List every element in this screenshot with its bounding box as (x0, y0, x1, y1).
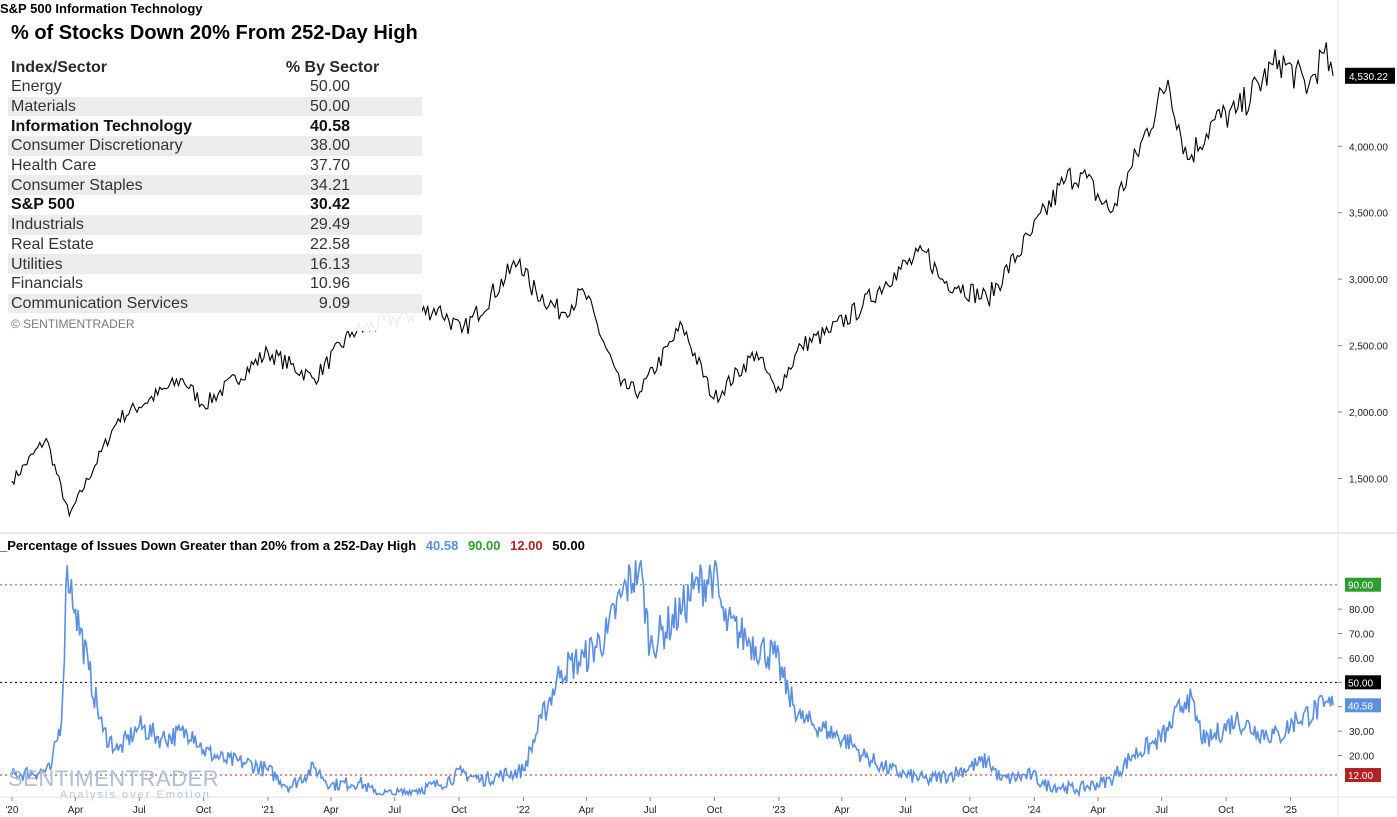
sector-row: Utilities 16.13 (8, 254, 422, 274)
sector-row: Materials 50.00 (8, 96, 422, 117)
time-tick-label: Apr (323, 805, 339, 816)
time-tick-label: Jul (388, 805, 401, 816)
time-tick-label: Apr (1090, 805, 1106, 816)
sector-value: 40.58 (309, 117, 350, 135)
price-tick-label: 2,500.00 (1349, 342, 1388, 353)
time-tick-label: '24 (1028, 805, 1041, 816)
sector-name: Financials (11, 275, 84, 293)
threshold-badge-upper (1345, 577, 1381, 592)
time-tick-label: '23 (772, 805, 785, 816)
indicator-tick-label: 20.00 (1349, 752, 1374, 763)
time-tick-label: Apr (579, 805, 595, 816)
sector-value: 34.21 (255, 175, 422, 196)
time-tick-label: Apr (834, 805, 850, 816)
sector-row: Consumer Discretionary 38.00 (8, 136, 422, 156)
sector-value: 9.09 (255, 293, 422, 314)
column-header-value: % By Sector (285, 59, 380, 76)
threshold-badge-label-lower: 12.00 (1348, 771, 1373, 782)
indicator-tick-label: 60.00 (1349, 654, 1374, 665)
sector-row: S&P 500 30.42 (8, 195, 422, 215)
time-tick-label: Oct (451, 805, 467, 816)
sector-table: Index/Sector % By Sector Energy 50.00 Mate… (8, 59, 422, 314)
watermark-sub: Analysis over Emotion (60, 789, 211, 801)
sector-table-panel: % of Stocks Down 20% From 252-Day High I… (8, 22, 422, 332)
indicator-tick-label: 70.00 (1349, 630, 1374, 641)
sector-row: Information Technology 40.58 (8, 116, 422, 136)
indicator-tick-label: 30.00 (1349, 727, 1374, 738)
panel-title: % of Stocks Down 20% From 252-Day High (11, 22, 418, 44)
current-value-label: 40.58 (1348, 701, 1373, 712)
column-header-sector: Index/Sector (11, 59, 108, 76)
legend-value-mid: 50.00 (552, 538, 585, 553)
time-tick-label: '22 (517, 805, 530, 816)
price-tick-label: 4,000.00 (1349, 142, 1388, 153)
indicator-line (11, 560, 1334, 798)
chart-header-title: S&P 500 Information Technology (0, 1, 203, 16)
sector-value: 50.00 (255, 96, 422, 117)
watermark-main: SENTIMENTRADER (8, 766, 220, 791)
time-tick-label: Jul (644, 805, 657, 816)
threshold-badge-lower (1345, 768, 1381, 783)
legend-value-lower: 12.00 (510, 538, 543, 553)
price-tick-label: 3,500.00 (1349, 209, 1388, 220)
sector-value: 10.96 (309, 275, 350, 293)
sector-name: S&P 500 (11, 196, 75, 214)
current-value-badge (1345, 698, 1381, 713)
sector-name: Real Estate (11, 235, 94, 253)
sector-value: 16.13 (255, 254, 422, 274)
time-tick-label: Oct (707, 805, 723, 816)
time-tick-label: Jul (133, 805, 146, 816)
sector-name: Materials (8, 96, 256, 117)
watermark-logo: SENTIMENTRADER Analysis over Emotion (8, 766, 219, 801)
sector-table-body: Energy 50.00 Materials 50.00 Information Tec… (8, 77, 422, 314)
sector-row: Communication Services 9.09 (8, 293, 422, 314)
sector-value: 37.70 (309, 157, 350, 175)
sector-row: Consumer Staples 34.21 (8, 175, 422, 196)
sector-value: 22.58 (309, 235, 350, 253)
time-tick-label: Oct (962, 805, 978, 816)
sector-row: Health Care 37.70 (8, 156, 422, 176)
sector-row: Energy 50.00 (8, 77, 422, 97)
copyright-text: © SENTIMENTRADER (11, 317, 135, 332)
sector-value: 38.00 (255, 136, 422, 156)
sector-row: Real Estate 22.58 (8, 235, 422, 255)
legend-value-current: 40.58 (425, 538, 459, 553)
sector-row: Financials 10.96 (8, 274, 422, 294)
threshold-badge-label-upper: 90.00 (1348, 581, 1373, 592)
sector-name: Health Care (11, 157, 97, 175)
sector-value: 30.42 (309, 196, 350, 214)
sector-name: Communication Services (8, 293, 256, 314)
sector-value: 50.00 (309, 78, 350, 96)
sector-name: Utilities (8, 254, 256, 274)
sector-value: 29.49 (255, 214, 422, 235)
time-tick-label: Apr (68, 805, 84, 816)
indicator-legend: _Percentage of Issues Down Greater than … (0, 538, 591, 553)
last-price-badge (1345, 67, 1395, 84)
time-tick-label: '21 (261, 805, 274, 816)
last-price-label: 4,530.22 (1349, 72, 1388, 83)
threshold-badge-mid (1345, 675, 1381, 690)
sector-row: Industrials 29.49 (8, 214, 422, 235)
indicator-legend-label: _Percentage of Issues Down Greater than … (0, 538, 417, 553)
threshold-badge-label-mid: 50.00 (1348, 678, 1373, 689)
price-tick-label: 3,000.00 (1349, 275, 1388, 286)
sector-name: Consumer Discretionary (8, 136, 256, 156)
sector-name: Energy (11, 78, 62, 96)
time-tick-label: '20 (5, 805, 18, 816)
time-tick-label: Oct (196, 805, 212, 816)
sector-name: Industrials (8, 214, 256, 235)
time-tick-label: Jul (899, 805, 912, 816)
indicator-tick-label: 80.00 (1349, 605, 1374, 616)
time-tick-label: '25 (1284, 805, 1297, 816)
time-tick-label: Oct (1218, 805, 1234, 816)
price-tick-label: 1,500.00 (1349, 474, 1388, 485)
legend-value-upper: 90.00 (467, 538, 501, 553)
time-tick-label: Jul (1155, 805, 1168, 816)
price-line (11, 42, 1334, 518)
sector-name: Information Technology (11, 117, 193, 135)
sector-name: Consumer Staples (8, 175, 256, 196)
price-tick-label: 2,000.00 (1349, 408, 1388, 419)
